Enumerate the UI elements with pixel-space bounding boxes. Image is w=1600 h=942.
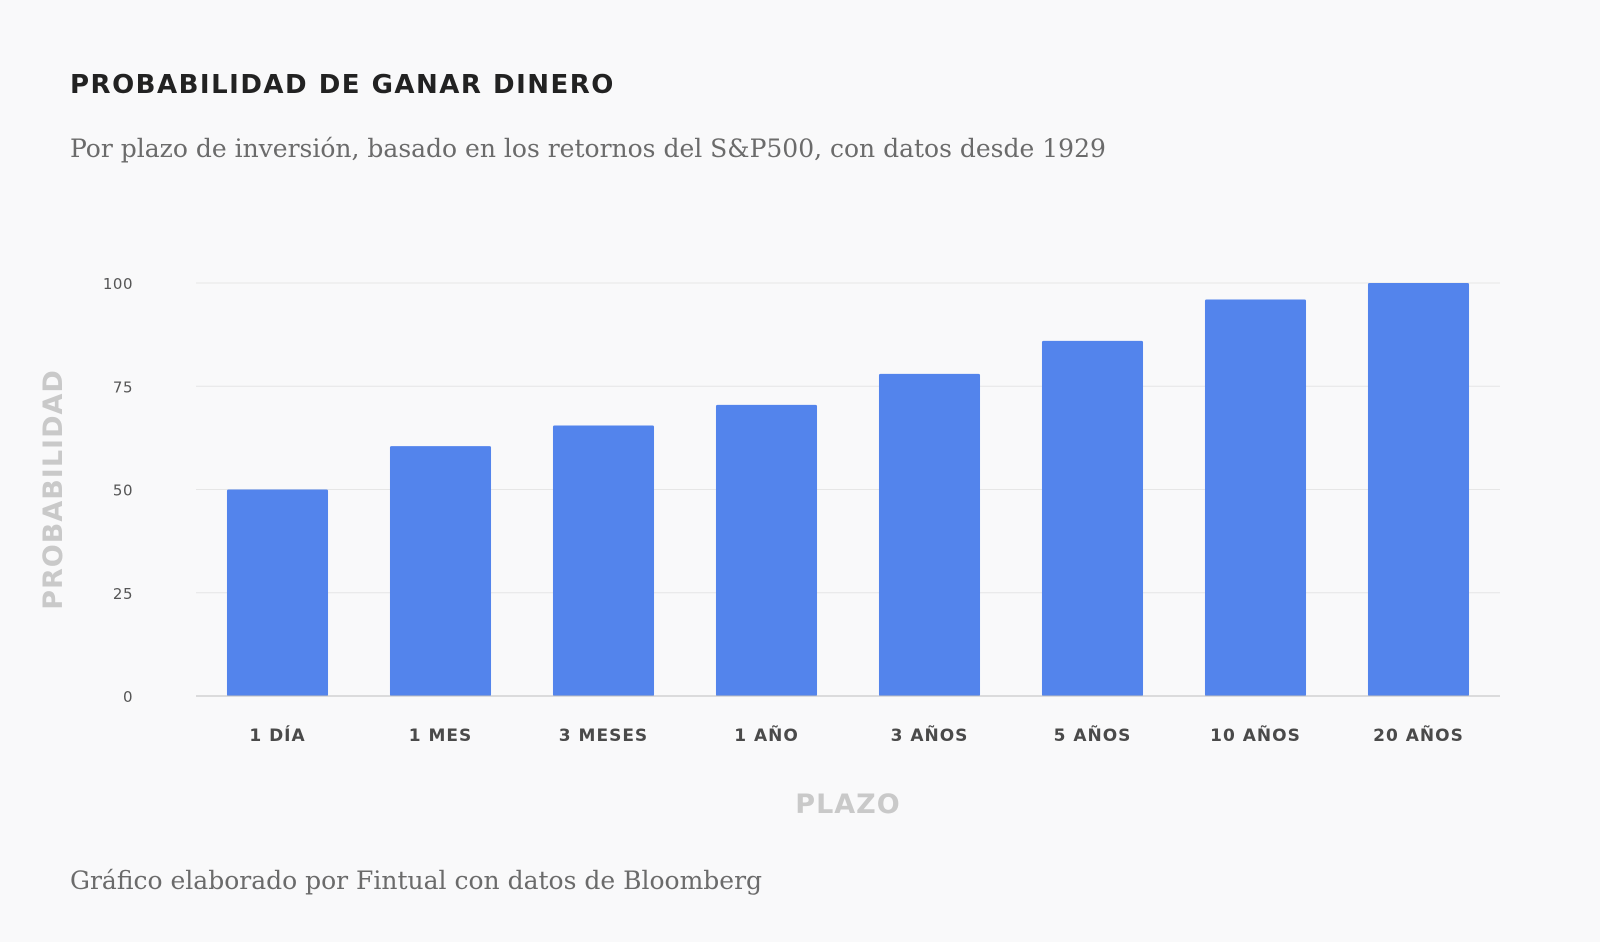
chart-subtitle: Por plazo de inversión, basado en los re… bbox=[70, 134, 1106, 163]
chart-title: PROBABILIDAD DE GANAR DINERO bbox=[70, 70, 615, 100]
bar-4 bbox=[878, 373, 981, 696]
x-axis-ticks: 1 DÍA 1 MES 3 MESES 1 AÑO 3 AÑOS 5 AÑOS 10 AÑO… bbox=[249, 723, 1464, 746]
x-tick-label: 5 AÑOS bbox=[1054, 723, 1132, 746]
chart-source-note: Gráfico elaborado por Fintual con datos … bbox=[70, 866, 763, 895]
x-tick-label: 3 AÑOS bbox=[891, 723, 969, 746]
bar-1 bbox=[389, 446, 492, 696]
x-tick-label: 1 AÑO bbox=[734, 723, 799, 746]
x-tick-label: 20 AÑOS bbox=[1373, 723, 1464, 746]
bar-7 bbox=[1367, 283, 1470, 696]
bar-2 bbox=[552, 425, 655, 696]
bar-3 bbox=[715, 404, 818, 696]
x-tick-label: 1 MES bbox=[409, 726, 473, 746]
x-tick-label: 1 DÍA bbox=[249, 724, 305, 746]
y-axis-ticks: 0 25 50 75 100 bbox=[103, 275, 133, 706]
x-tick-label: 3 MESES bbox=[559, 726, 648, 746]
bar-5 bbox=[1041, 340, 1144, 696]
y-axis-title: PROBABILIDAD bbox=[38, 369, 69, 610]
y-tick-label: 25 bbox=[113, 585, 133, 603]
bars bbox=[226, 283, 1470, 696]
bar-0 bbox=[226, 489, 329, 696]
x-tick-label: 10 AÑOS bbox=[1210, 723, 1301, 746]
y-tick-label: 75 bbox=[113, 378, 133, 396]
y-tick-label: 50 bbox=[113, 482, 133, 500]
x-axis-title: PLAZO bbox=[795, 789, 900, 820]
bar-6 bbox=[1204, 299, 1307, 696]
y-tick-label: 100 bbox=[103, 275, 133, 293]
y-tick-label: 0 bbox=[123, 688, 133, 706]
